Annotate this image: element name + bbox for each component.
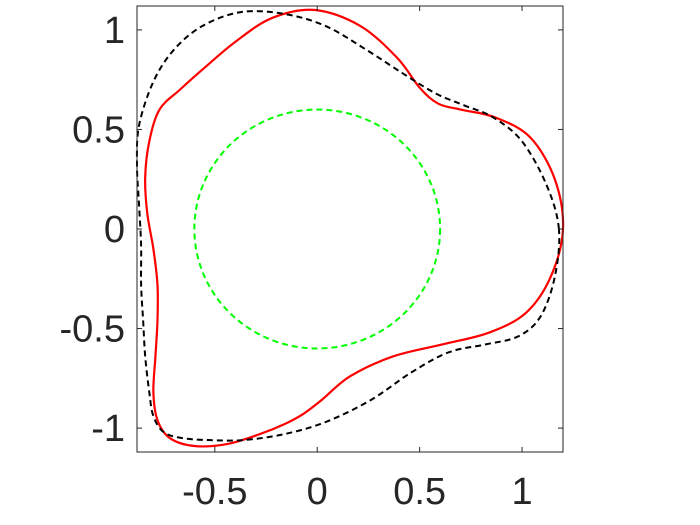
x-tick-label: 0.5 <box>393 471 446 513</box>
series-curve-red <box>144 8 565 448</box>
plot-background <box>137 6 563 452</box>
y-tick-label: -1 <box>91 408 125 450</box>
y-tick-label: 1 <box>104 10 125 52</box>
x-tick-label: 1 <box>511 471 532 513</box>
axes: -0.5 0 0.5 1 -1 -0.5 0 0.5 1 <box>60 5 564 513</box>
y-tick-label: -0.5 <box>60 309 125 351</box>
y-tick-label: 0.5 <box>72 109 125 151</box>
x-tick-label: 0 <box>307 471 328 513</box>
series-layer <box>135 8 565 448</box>
series-curve-black-dashed <box>135 10 561 442</box>
series-circle-green <box>193 108 442 350</box>
x-tick-label: -0.5 <box>182 471 247 513</box>
y-tick-label: 0 <box>104 209 125 251</box>
